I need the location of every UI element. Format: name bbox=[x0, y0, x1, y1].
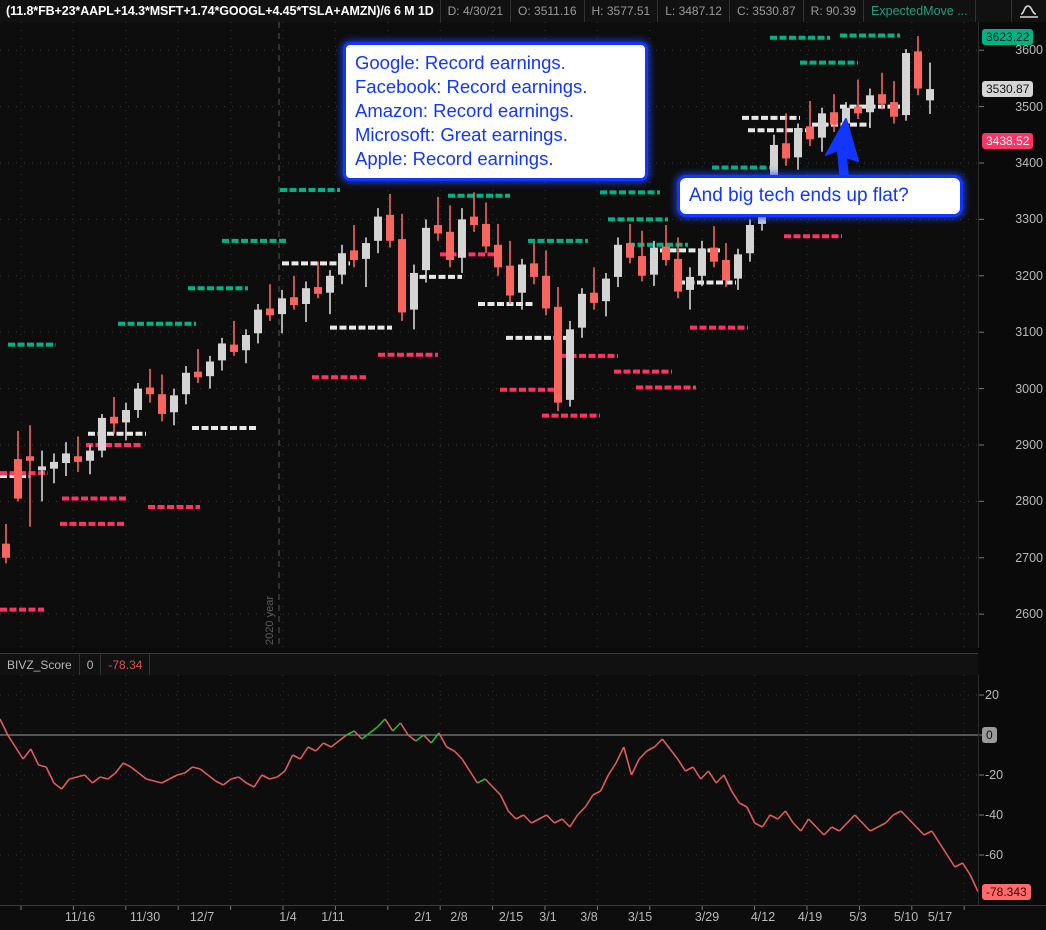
annotation-line: Amazon: Record earnings. bbox=[355, 100, 575, 121]
indicator-chart-pane[interactable] bbox=[0, 675, 978, 905]
date-tick-label: 3/1 bbox=[539, 910, 557, 924]
header-spacer bbox=[974, 0, 1011, 22]
year-divider-label: 2020 year bbox=[264, 596, 276, 645]
date-tick-label: 1/4 bbox=[279, 910, 297, 924]
price-tick-label: 3300 bbox=[1015, 212, 1043, 227]
quote-close: C: 3530.87 bbox=[728, 0, 803, 22]
date-tick-label: 2/15 bbox=[498, 910, 524, 924]
date-tick-label: 5/10 bbox=[893, 910, 919, 924]
indicator-tick-label: -40 bbox=[985, 808, 1004, 822]
date-tick-label: 4/19 bbox=[797, 910, 823, 924]
date-tick-label: 4/12 bbox=[750, 910, 776, 924]
price-tick-label: 3400 bbox=[1015, 155, 1043, 170]
flat-annotation-box[interactable]: And big tech ends up flat? bbox=[677, 175, 963, 217]
quote-date: D: 4/30/21 bbox=[439, 0, 510, 22]
date-axis[interactable]: 11/16 11/30 12/7 1/4 1/11 2/1 2/8 2/15 3/1 3/8 3/1… bbox=[0, 905, 1046, 930]
date-tick-label: 3/15 bbox=[627, 910, 653, 924]
price-badge-pink[interactable]: 3438.52 bbox=[982, 133, 1034, 150]
price-tick-label: 3200 bbox=[1015, 268, 1043, 283]
annotation-line: Microsoft: Great earnings. bbox=[355, 124, 568, 145]
indicator-axis[interactable]: 20 -20 -40 -60 0 -78.343 bbox=[978, 675, 1046, 905]
chart-header-bar: (11.8*FB+23*AAPL+14.3*MSFT+1.74*GOOGL+4.… bbox=[0, 0, 1046, 23]
symbol-formula-label[interactable]: (11.8*FB+23*AAPL+14.3*MSFT+1.74*GOOGL+4.… bbox=[6, 4, 434, 18]
price-tick-label: 2900 bbox=[1015, 437, 1043, 452]
indicator-tick-label: -20 bbox=[985, 768, 1004, 782]
date-axis-ticks bbox=[20, 906, 965, 910]
date-tick-label: 11/30 bbox=[129, 910, 161, 924]
quote-high: H: 3577.51 bbox=[583, 0, 658, 22]
price-tick-label: 2600 bbox=[1015, 607, 1043, 622]
price-badge-grey[interactable]: 3530.87 bbox=[982, 81, 1034, 98]
annotation-line: Facebook: Record earnings. bbox=[355, 76, 588, 97]
date-tick-label: 5/3 bbox=[849, 910, 867, 924]
price-axis[interactable]: 3600 3500 3400 3300 3200 3100 3000 2900 2800 2700… bbox=[978, 22, 1046, 648]
annotation-line: Apple: Record earnings. bbox=[355, 148, 554, 169]
price-tick-label: 3600 bbox=[1015, 43, 1043, 58]
annotation-line: Google: Record earnings. bbox=[355, 52, 566, 73]
indicator-tick-label: 20 bbox=[985, 688, 999, 702]
indicator-name[interactable]: BIVZ_Score bbox=[7, 658, 72, 672]
date-tick-label: 1/11 bbox=[321, 910, 345, 924]
indicator-value: -78.34 bbox=[100, 654, 149, 676]
price-tick-label: 3000 bbox=[1015, 381, 1043, 396]
price-tick-label: 2800 bbox=[1015, 494, 1043, 509]
indicator-header-spacer bbox=[149, 654, 978, 676]
date-tick-label: 11/16 bbox=[64, 910, 96, 924]
price-tick-label: 2700 bbox=[1015, 550, 1043, 565]
indicator-value-badge[interactable]: -78.343 bbox=[982, 883, 1031, 900]
earnings-annotation-box[interactable]: Google: Record earnings. Facebook: Recor… bbox=[343, 42, 648, 181]
quote-open: O: 3511.16 bbox=[510, 0, 584, 22]
price-tick-label: 3500 bbox=[1015, 99, 1043, 114]
price-badge-teal[interactable]: 3623.22 bbox=[982, 29, 1034, 46]
date-tick-label: 3/8 bbox=[580, 910, 598, 924]
date-tick-label: 12/7 bbox=[189, 910, 215, 924]
wave-icon[interactable] bbox=[1011, 0, 1046, 22]
indicator-header: BIVZ_Score 0 -78.34 bbox=[0, 653, 978, 677]
indicator-plot bbox=[0, 675, 978, 905]
quote-range: R: 90.39 bbox=[802, 0, 863, 22]
indicator-tick-label: -60 bbox=[985, 848, 1004, 862]
price-axis-ticks bbox=[979, 49, 984, 615]
quote-low: L: 3487.12 bbox=[657, 0, 729, 22]
date-tick-label: 2/1 bbox=[414, 910, 432, 924]
indicator-param: 0 bbox=[78, 654, 101, 676]
date-tick-label: 3/29 bbox=[694, 910, 720, 924]
date-tick-label: 2/8 bbox=[450, 910, 468, 924]
study-label-expectedmove[interactable]: ExpectedMove ... bbox=[863, 0, 975, 22]
annotation-line: And big tech ends up flat? bbox=[689, 185, 909, 206]
price-tick-label: 3100 bbox=[1015, 325, 1043, 340]
indicator-axis-ticks bbox=[979, 694, 984, 856]
indicator-zero-badge[interactable]: 0 bbox=[982, 727, 997, 743]
date-tick-label: 5/17 bbox=[927, 910, 953, 924]
